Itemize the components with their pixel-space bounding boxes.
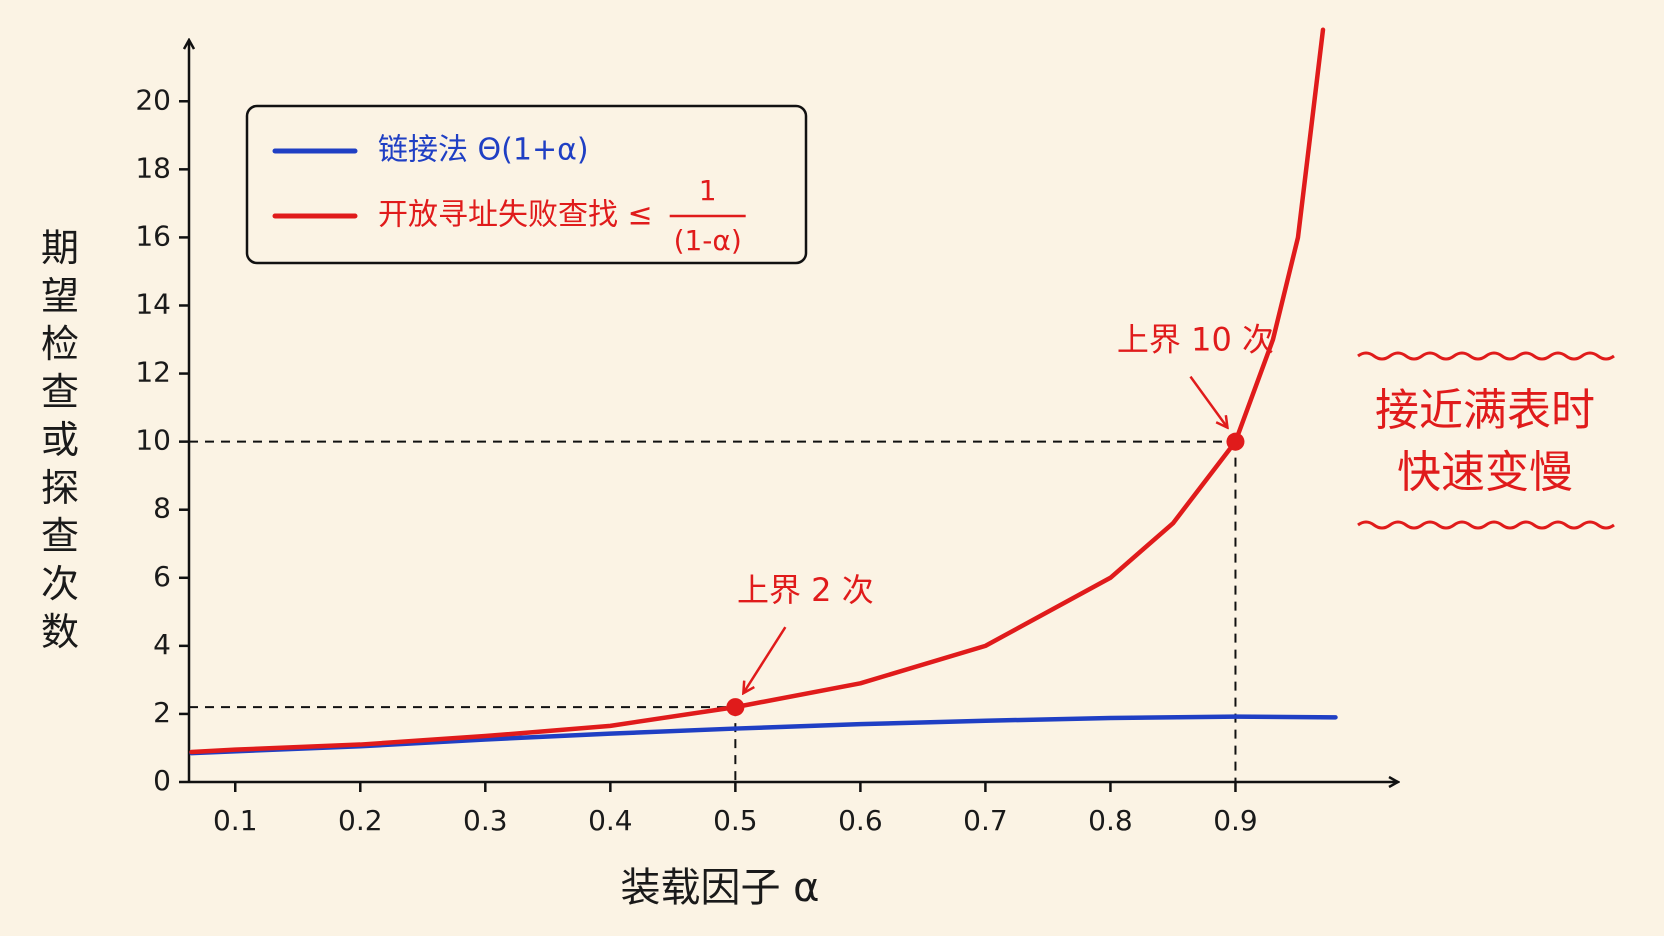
x-tick-label: 0.6: [838, 804, 883, 837]
marker-dot: [1226, 432, 1245, 451]
x-tick-label: 0.8: [1088, 804, 1133, 837]
x-tick-label: 0.3: [463, 804, 508, 837]
x-axis-label: 装载因子 α: [620, 865, 819, 911]
legend-label: 开放寻址失败查找 ≤: [378, 198, 653, 233]
y-tick-label: 6: [153, 560, 171, 593]
y-tick-label: 8: [153, 492, 171, 525]
series-line: [189, 27, 1326, 755]
legend-fraction-den: (1-α): [674, 224, 742, 257]
series-line: [189, 714, 1338, 756]
legend-fraction-num: 1: [699, 174, 717, 207]
y-tick-label: 2: [153, 696, 171, 729]
y-tick-label: 14: [135, 287, 171, 320]
wavy-line: [1357, 520, 1615, 530]
y-tick-label: 4: [153, 628, 171, 661]
marker-arrow: [743, 626, 787, 693]
marker-label: 上界 2 次: [737, 571, 874, 609]
legend-box: [245, 104, 808, 265]
x-tick-label: 0.2: [338, 804, 383, 837]
marker-label: 上界 10 次: [1117, 321, 1274, 359]
y-tick-label: 12: [135, 356, 171, 389]
x-tick-label: 0.4: [588, 804, 633, 837]
x-tick-label: 0.7: [963, 804, 1008, 837]
side-note: 快速变慢: [1397, 447, 1573, 498]
x-tick-label: 0.1: [213, 804, 258, 837]
y-tick-label: 0: [153, 764, 171, 797]
wavy-line: [1357, 351, 1615, 361]
y-tick-label: 16: [135, 219, 171, 252]
x-tick-label: 0.9: [1213, 804, 1258, 837]
marker-dot: [726, 698, 745, 717]
y-tick-label: 10: [135, 424, 171, 457]
y-tick-label: 18: [135, 151, 171, 184]
marker-arrow: [1189, 375, 1227, 428]
legend-label: 链接法 Θ(1+α): [378, 133, 589, 168]
y-tick-label: 20: [135, 83, 171, 116]
side-note: 接近满表时: [1375, 385, 1595, 436]
y-axis-label: 期望检查或探查次数: [41, 226, 79, 654]
x-tick-label: 0.5: [713, 804, 758, 837]
side-note-decoration: [1357, 351, 1615, 530]
